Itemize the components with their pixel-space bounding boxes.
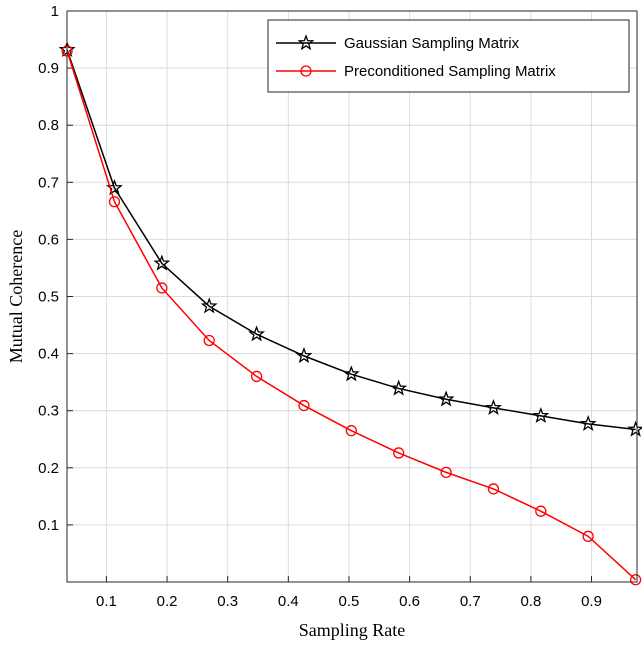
x-tick-label: 0.8: [520, 593, 541, 610]
data-series: [58, 40, 642, 586]
data-point: [250, 370, 263, 383]
x-tick-label: 0.4: [278, 593, 299, 610]
x-tick-label: 0.2: [157, 593, 178, 610]
y-tick-label: 0.1: [38, 517, 59, 534]
data-point: [295, 346, 313, 364]
y-tick-label: 0.8: [38, 117, 59, 134]
data-point: [532, 406, 550, 424]
y-tick-label: 0.6: [38, 231, 59, 248]
legend-label-gaussian: Gaussian Sampling Matrix: [344, 35, 520, 52]
grid-lines: [67, 10, 637, 582]
data-point: [487, 483, 500, 495]
data-point: [535, 505, 547, 517]
legend-marker-gaussian: [297, 34, 315, 51]
data-point: [248, 325, 266, 342]
series-1: [61, 45, 642, 586]
legend-box: [267, 19, 630, 93]
legend-label-preconditioned: Preconditioned Sampling Matrix: [344, 63, 556, 80]
legend-entry-preconditioned: Preconditioned Sampling Matrix: [276, 63, 556, 80]
data-point: [342, 365, 360, 382]
x-tick-label: 0.9: [581, 593, 602, 610]
legend-marker-preconditioned: [300, 65, 312, 77]
x-tick-label: 0.3: [217, 593, 238, 610]
axis-ticks: 0.1 0.2 0.3 0.4 0.5 0.6 0.7 0.8 0.9 0.1 0.2 0.3 0.4 0…: [38, 3, 602, 610]
y-tick-label: 0.2: [38, 460, 59, 477]
y-tick-label: 0.4: [38, 346, 59, 363]
data-point: [108, 196, 121, 208]
data-point: [629, 574, 642, 586]
y-tick-label: 0.3: [38, 403, 59, 420]
data-point: [437, 390, 455, 407]
series-line: [66, 49, 636, 431]
data-point: [390, 379, 408, 396]
data-point: [156, 282, 168, 294]
data-point: [345, 425, 357, 437]
data-point: [203, 334, 215, 347]
x-tick-label: 0.1: [96, 593, 117, 610]
y-tick-label: 0.7: [38, 174, 59, 191]
data-point: [153, 254, 171, 271]
plot-frame: [66, 10, 638, 583]
series-line: [66, 50, 637, 581]
y-axis-label: Mutual Coherence: [6, 230, 26, 363]
data-point: [200, 297, 218, 314]
data-point: [579, 414, 597, 432]
y-tick-label: 0.5: [38, 289, 59, 306]
data-point: [485, 398, 502, 416]
x-tick-label: 0.6: [399, 593, 420, 610]
data-point: [298, 399, 310, 412]
data-point: [440, 466, 452, 479]
data-point: [582, 530, 594, 542]
legend-marker-shape: [297, 34, 315, 51]
legend: Gaussian Sampling Matrix Preconditioned …: [267, 19, 630, 93]
legend-entry-gaussian: Gaussian Sampling Matrix: [276, 34, 520, 52]
y-tick-label: 1: [51, 3, 59, 20]
data-point: [627, 420, 642, 437]
x-tick-label: 0.5: [339, 593, 360, 610]
x-axis-label: Sampling Rate: [299, 620, 406, 640]
legend-marker-shape: [300, 65, 312, 77]
data-point: [393, 447, 405, 459]
x-tick-label: 0.7: [460, 593, 481, 610]
y-tick-label: 0.9: [38, 60, 59, 77]
